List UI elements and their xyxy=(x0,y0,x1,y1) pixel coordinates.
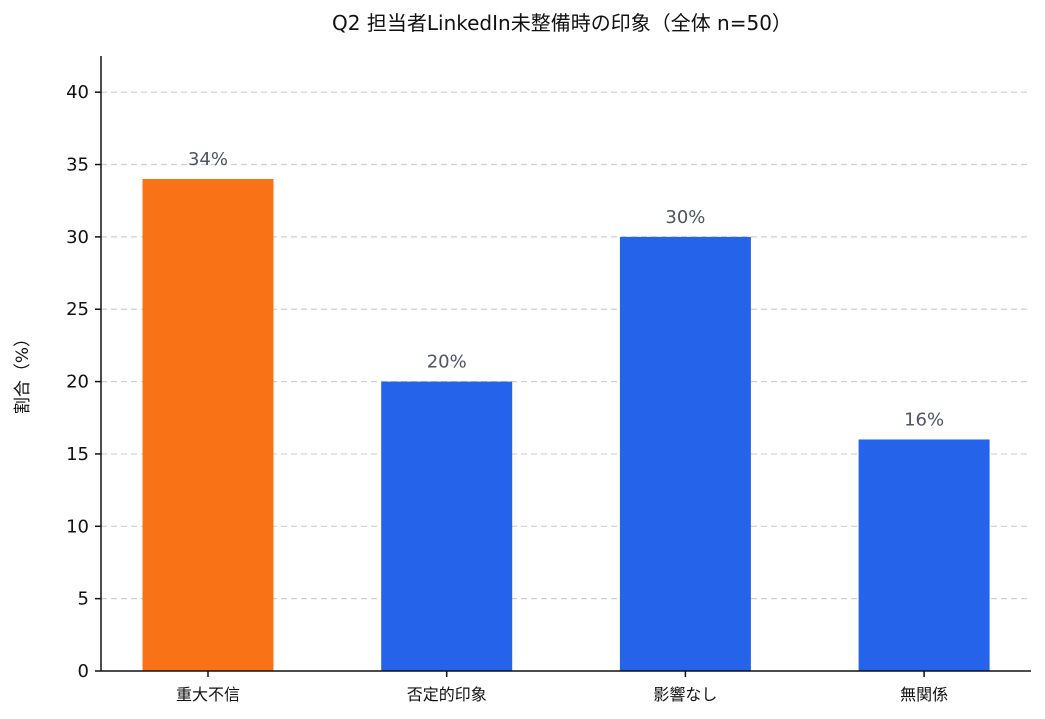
y-tick-label: 10 xyxy=(66,516,89,537)
y-tick-label: 5 xyxy=(78,589,89,610)
data-label: 20% xyxy=(427,352,467,373)
y-axis-label: 割合（%） xyxy=(13,330,33,414)
data-label-layer: 34% 20% 30% 16% xyxy=(188,149,944,430)
y-tick-label: 35 xyxy=(66,155,89,176)
y-tick-layer: 0 5 10 15 20 25 30 35 40 xyxy=(66,82,101,682)
y-tick-label: 20 xyxy=(66,372,89,393)
x-tick-label: 重大不信 xyxy=(176,685,240,704)
x-tick-label: 無関係 xyxy=(900,685,948,704)
y-tick-label: 40 xyxy=(66,82,89,103)
y-tick-label: 25 xyxy=(66,299,89,320)
y-tick-label: 15 xyxy=(66,444,89,465)
data-label: 30% xyxy=(665,207,705,228)
bar-2 xyxy=(381,381,513,671)
axis-layer xyxy=(100,56,1031,672)
x-tick-layer: 重大不信 否定的印象 影響なし 無関係 xyxy=(176,671,948,704)
chart-title: Q2 担当者LinkedIn未整備時の印象（全体 n=50） xyxy=(332,11,792,35)
bar-1 xyxy=(142,179,274,671)
x-tick-label: 否定的印象 xyxy=(407,685,487,704)
data-label: 16% xyxy=(904,409,944,430)
data-label: 34% xyxy=(188,149,228,170)
bar-4 xyxy=(858,439,990,671)
bar-layer xyxy=(142,179,990,671)
bar-3 xyxy=(619,236,751,671)
y-tick-label: 0 xyxy=(78,661,89,682)
y-tick-label: 30 xyxy=(66,227,89,248)
x-tick-label: 影響なし xyxy=(653,685,717,704)
